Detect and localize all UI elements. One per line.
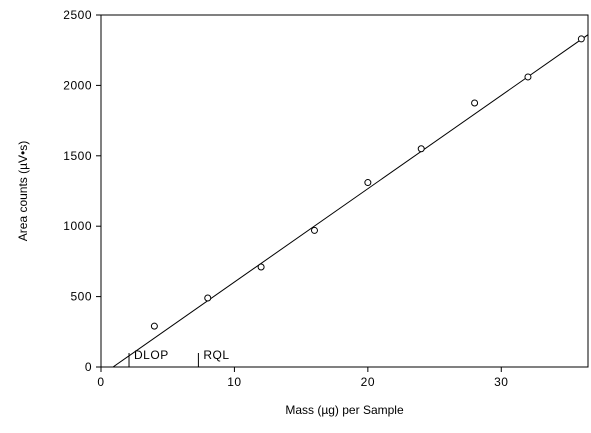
y-tick-label: 2500 <box>63 8 92 22</box>
plot-area <box>100 14 589 368</box>
data-point <box>524 73 532 81</box>
data-point <box>577 35 585 43</box>
x-axis: 0 10 20 30 <box>97 367 508 389</box>
plot-border <box>100 14 589 368</box>
y-tick-label: 500 <box>70 290 92 304</box>
data-point <box>417 145 425 153</box>
annotation-label: DLOP <box>134 348 169 362</box>
data-point <box>204 294 212 302</box>
x-tick-label: 10 <box>227 375 241 389</box>
y-tick-label: 0 <box>85 360 92 374</box>
data-point <box>310 226 318 234</box>
y-tick-label: 1000 <box>63 219 92 233</box>
data-point <box>257 263 265 271</box>
y-axis: 0 500 1000 1500 2000 2500 <box>63 8 101 374</box>
data-point <box>150 322 158 330</box>
regression-line-layer <box>112 34 588 367</box>
annotation-label: RQL <box>203 348 229 362</box>
annotations: DLOP RQL <box>128 348 229 367</box>
data-point <box>364 179 372 187</box>
x-axis-title: Mass (µg) per Sample <box>285 403 404 417</box>
x-tick-label: 30 <box>494 375 508 389</box>
y-tick-label: 1500 <box>63 149 92 163</box>
y-tick-label: 2000 <box>63 78 92 92</box>
data-point <box>471 99 479 107</box>
x-tick-label: 0 <box>97 375 104 389</box>
y-axis-title: Area counts (µV•s) <box>16 141 30 241</box>
data-points <box>150 35 585 330</box>
x-tick-label: 20 <box>361 375 375 389</box>
regression-line <box>112 34 588 367</box>
